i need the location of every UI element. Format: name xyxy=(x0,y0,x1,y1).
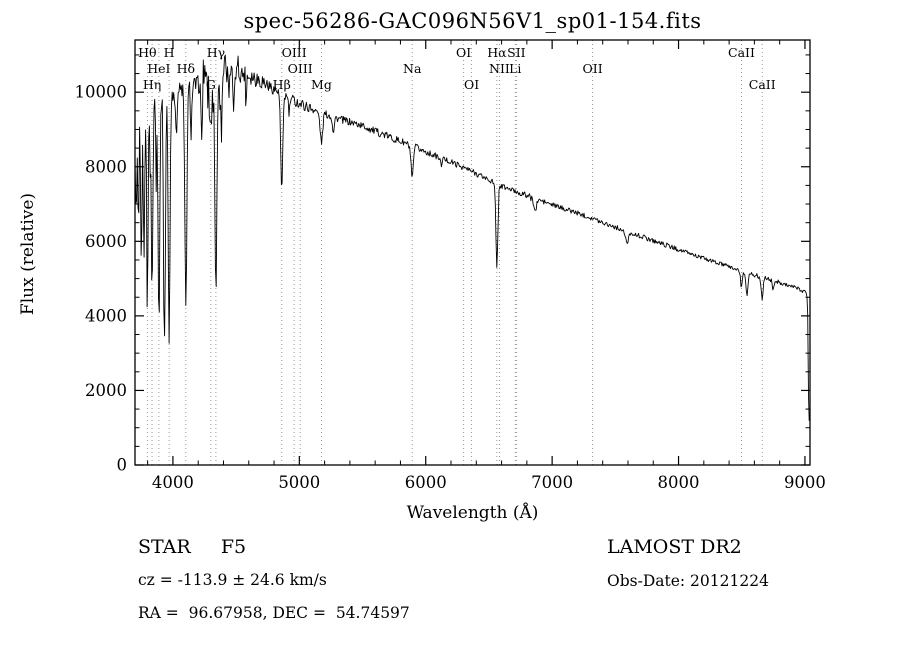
x-tick-label: 8000 xyxy=(658,473,700,492)
spectral-line-label: Hθ xyxy=(138,45,156,60)
ra-dec-text: RA = 96.67958, DEC = 54.74597 xyxy=(138,604,410,622)
x-tick-label: 6000 xyxy=(405,473,447,492)
cz-text: cz = -113.9 ± 24.6 km/s xyxy=(138,571,327,589)
x-tick-label: 5000 xyxy=(278,473,320,492)
object-class-text: STAR F5 xyxy=(138,536,247,558)
spectral-line-label: Hβ xyxy=(273,77,291,92)
spectral-line-label: Na xyxy=(403,61,422,76)
y-tick-label: 6000 xyxy=(85,232,127,251)
x-axis-label: Wavelength (Å) xyxy=(406,503,539,523)
spectrum-path xyxy=(134,54,810,421)
y-tick-label: 4000 xyxy=(85,306,127,325)
x-tick-label: 9000 xyxy=(784,473,826,492)
spectral-line-label: Hγ xyxy=(207,45,225,60)
spectral-line-label: NII xyxy=(489,61,510,76)
obs-date-text: Obs-Date: 20121224 xyxy=(607,572,769,590)
spectral-line-label: OIII xyxy=(288,61,313,76)
spectral-line-label: Hδ xyxy=(177,61,195,76)
spectral-line-label: SII xyxy=(507,45,526,60)
spectral-line-label: HeI xyxy=(147,61,170,76)
x-tick-label: 4000 xyxy=(152,473,194,492)
plot-box xyxy=(134,39,811,466)
spectral-line-label: OI xyxy=(464,77,479,92)
spectral-line-label: OII xyxy=(583,61,603,76)
y-tick-label: 10000 xyxy=(75,83,128,102)
spectral-line-label: Mg xyxy=(311,77,332,92)
y-axis-label: Flux (relative) xyxy=(18,192,38,316)
survey-text: LAMOST DR2 xyxy=(607,536,742,558)
y-tick-label: 0 xyxy=(117,456,128,475)
spectral-line-label: OIII xyxy=(282,45,307,60)
spectral-line-label: OI xyxy=(456,45,471,60)
spectral-line-label: Li xyxy=(509,61,521,76)
y-tick-label: 8000 xyxy=(85,157,127,176)
spectral-line-label: Hη xyxy=(143,77,161,92)
plot-title: spec-56286-GAC096N56V1_sp01-154.fits xyxy=(243,9,702,33)
spectral-line-label: CaII xyxy=(749,77,776,92)
y-tick-label: 2000 xyxy=(85,381,127,400)
spectral-line-label: Hα xyxy=(487,45,507,60)
spectral-line-label: CaII xyxy=(728,45,755,60)
spectral-line-label: G xyxy=(206,77,216,92)
x-tick-label: 7000 xyxy=(531,473,573,492)
spectral-line-label: H xyxy=(164,45,175,60)
